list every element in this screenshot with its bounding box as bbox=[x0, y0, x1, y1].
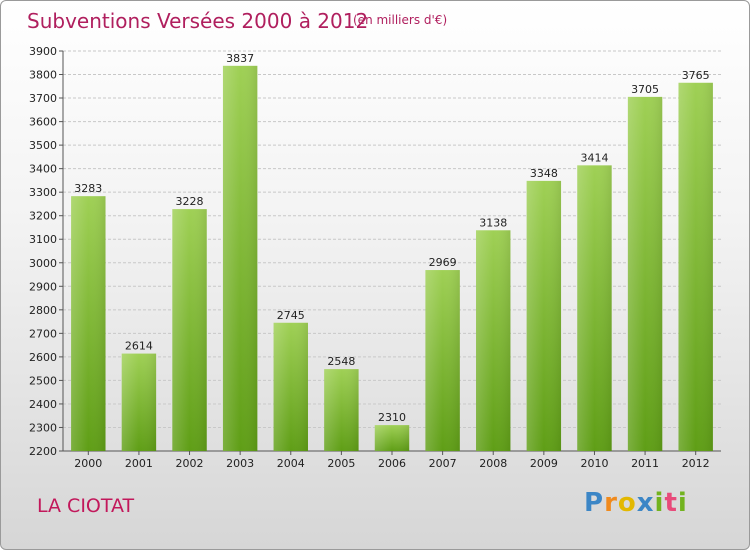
y-tick-label: 2400 bbox=[29, 398, 57, 411]
logo-letter: t bbox=[664, 488, 678, 518]
bar-shade bbox=[678, 82, 713, 451]
bar-value-label: 3138 bbox=[479, 216, 507, 229]
y-tick-label: 3200 bbox=[29, 210, 57, 223]
y-tick-label: 2300 bbox=[29, 421, 57, 434]
x-tick-label: 2006 bbox=[378, 457, 406, 470]
bar-shade bbox=[627, 96, 663, 451]
y-tick-label: 3300 bbox=[29, 186, 57, 199]
logo-letter: r bbox=[604, 488, 618, 518]
chart-title: Subventions Versées 2000 à 2012 bbox=[27, 9, 369, 33]
y-tick-label: 3000 bbox=[29, 257, 57, 270]
logo-letter: o bbox=[617, 488, 637, 518]
x-tick-label: 2009 bbox=[530, 457, 558, 470]
logo-letter: i bbox=[677, 488, 688, 518]
bar-shade bbox=[526, 180, 562, 451]
bar-shade bbox=[425, 270, 460, 451]
bar-value-label: 3228 bbox=[176, 195, 204, 208]
bar-value-label: 2745 bbox=[277, 309, 305, 322]
y-tick-label: 3400 bbox=[29, 163, 57, 176]
bar-value-label: 3765 bbox=[682, 69, 710, 82]
y-tick-label: 3900 bbox=[29, 45, 57, 58]
y-tick-label: 3100 bbox=[29, 233, 57, 246]
bar-value-label: 3348 bbox=[530, 167, 558, 180]
x-tick-label: 2004 bbox=[277, 457, 305, 470]
x-tick-label: 2005 bbox=[327, 457, 355, 470]
x-tick-label: 2001 bbox=[125, 457, 153, 470]
bar-value-label: 2969 bbox=[429, 256, 457, 269]
x-tick-label: 2011 bbox=[631, 457, 659, 470]
y-tick-label: 2900 bbox=[29, 280, 57, 293]
bar-value-label: 2310 bbox=[378, 411, 406, 424]
logo-letter: i bbox=[654, 488, 665, 518]
y-tick-label: 2200 bbox=[29, 445, 57, 458]
bar-shade bbox=[71, 196, 106, 451]
x-tick-label: 2007 bbox=[429, 457, 457, 470]
bar-shade bbox=[476, 230, 511, 451]
bar-shade bbox=[324, 369, 359, 451]
bar-value-label: 3837 bbox=[226, 52, 254, 65]
x-tick-label: 2000 bbox=[74, 457, 102, 470]
y-tick-label: 2800 bbox=[29, 304, 57, 317]
x-tick-label: 2010 bbox=[580, 457, 608, 470]
y-tick-label: 3500 bbox=[29, 139, 57, 152]
x-tick-label: 2003 bbox=[226, 457, 254, 470]
y-tick-label: 2500 bbox=[29, 374, 57, 387]
bar-shade bbox=[172, 209, 207, 451]
x-tick-label: 2012 bbox=[682, 457, 710, 470]
bar-value-label: 3705 bbox=[631, 83, 659, 96]
x-tick-label: 2008 bbox=[479, 457, 507, 470]
bar-value-label: 3414 bbox=[580, 151, 608, 164]
y-tick-label: 3800 bbox=[29, 69, 57, 82]
logo-letter: P bbox=[584, 488, 605, 518]
y-tick-label: 2600 bbox=[29, 351, 57, 364]
bar-value-label: 3283 bbox=[74, 182, 102, 195]
y-tick-label: 2700 bbox=[29, 327, 57, 340]
bar-value-label: 2548 bbox=[327, 355, 355, 368]
logo-letter: x bbox=[636, 488, 655, 518]
bar-shade bbox=[577, 165, 612, 451]
bar-shade bbox=[121, 353, 157, 451]
proxiti-logo: Proxiti bbox=[584, 488, 688, 518]
bar-shade bbox=[273, 322, 308, 451]
chart-subtitle: (en milliers d'€) bbox=[353, 13, 448, 27]
bar-shade bbox=[222, 65, 258, 451]
y-tick-label: 3700 bbox=[29, 92, 57, 105]
y-tick-label: 3600 bbox=[29, 116, 57, 129]
x-tick-label: 2002 bbox=[176, 457, 204, 470]
bar-shade bbox=[374, 425, 410, 451]
bar-value-label: 2614 bbox=[125, 340, 153, 353]
commune-name: LA CIOTAT bbox=[37, 495, 135, 517]
